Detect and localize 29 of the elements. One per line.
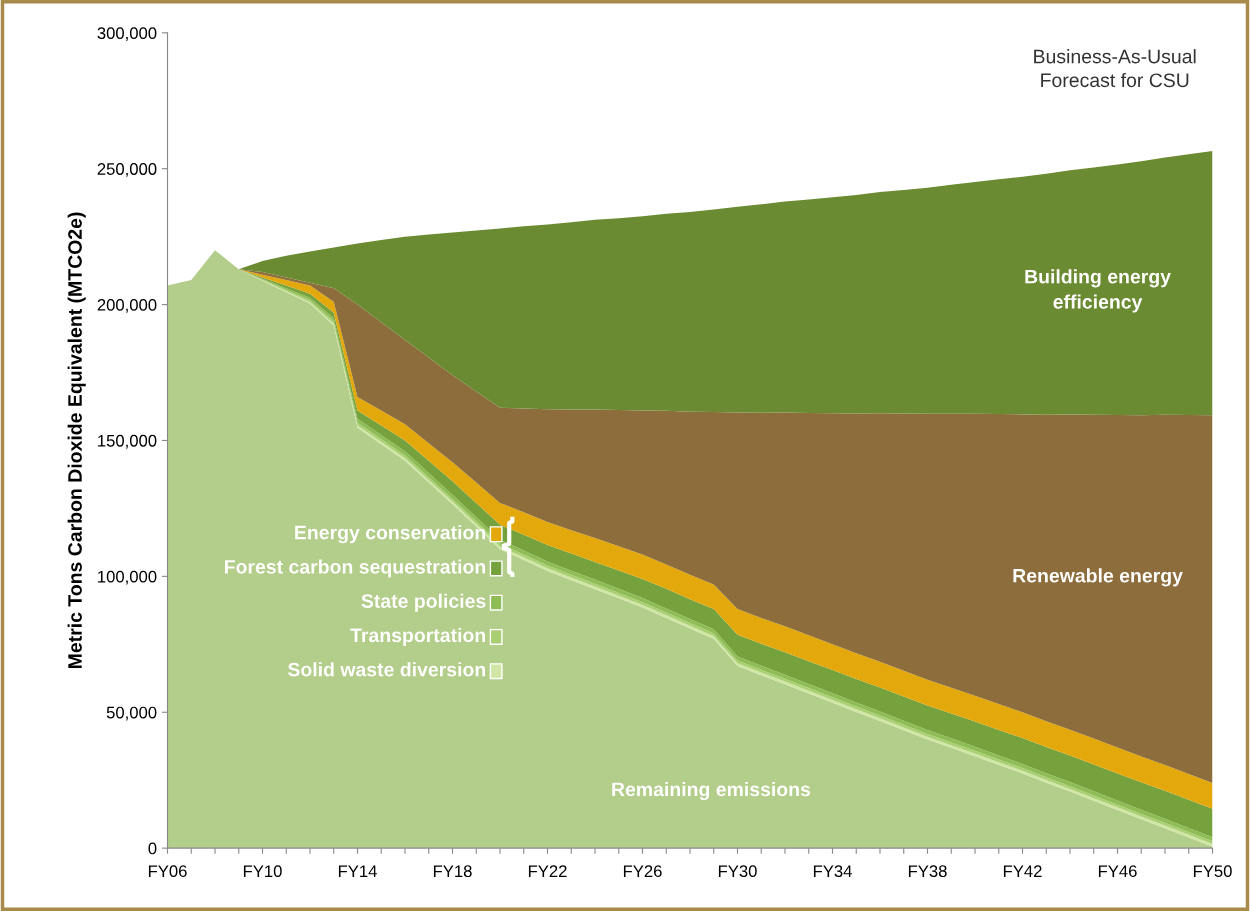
series-label: Remaining emissions xyxy=(612,781,811,801)
series-label: Renewable energy xyxy=(1013,568,1183,587)
y-tick-label: 150,000 xyxy=(98,434,157,449)
annotation: Business-As-Usual Forecast for CSU xyxy=(1034,49,1196,88)
y-tick-label: 0 xyxy=(148,842,157,855)
legend-label: State policies xyxy=(361,593,486,612)
x-tick-label: FY22 xyxy=(528,865,567,877)
legend-label: Energy conservation xyxy=(295,525,486,544)
y-tick-label: 250,000 xyxy=(97,163,157,177)
x-tick-label: FY06 xyxy=(148,865,187,878)
y-tick-label: 100,000 xyxy=(98,570,157,585)
x-tick-label: FY26 xyxy=(623,865,662,878)
x-tick-label: FY14 xyxy=(338,865,377,877)
x-tick-label: FY18 xyxy=(433,865,472,878)
y-axis-title: Metric Tons Carbon Dioxide Equivalent (MTCO2e) xyxy=(67,212,86,669)
x-tick-label: FY50 xyxy=(1193,865,1232,878)
legend-label: Transportation xyxy=(350,627,486,647)
series-label: Building energy efficiency xyxy=(1025,269,1171,313)
y-tick-label: 200,000 xyxy=(97,298,157,313)
y-tick-label: 50,000 xyxy=(106,706,157,721)
x-tick-label: FY42 xyxy=(1003,865,1042,877)
legend-label: Forest carbon sequestration xyxy=(224,559,486,578)
x-tick-label: FY34 xyxy=(813,865,852,878)
legend-label: Solid waste diversion xyxy=(287,662,486,677)
x-tick-label: FY38 xyxy=(908,865,947,878)
x-tick-label: FY30 xyxy=(718,865,757,878)
y-tick-label: 300,000 xyxy=(97,27,157,41)
x-tick-label: FY10 xyxy=(243,865,282,878)
x-tick-label: FY46 xyxy=(1098,865,1137,878)
